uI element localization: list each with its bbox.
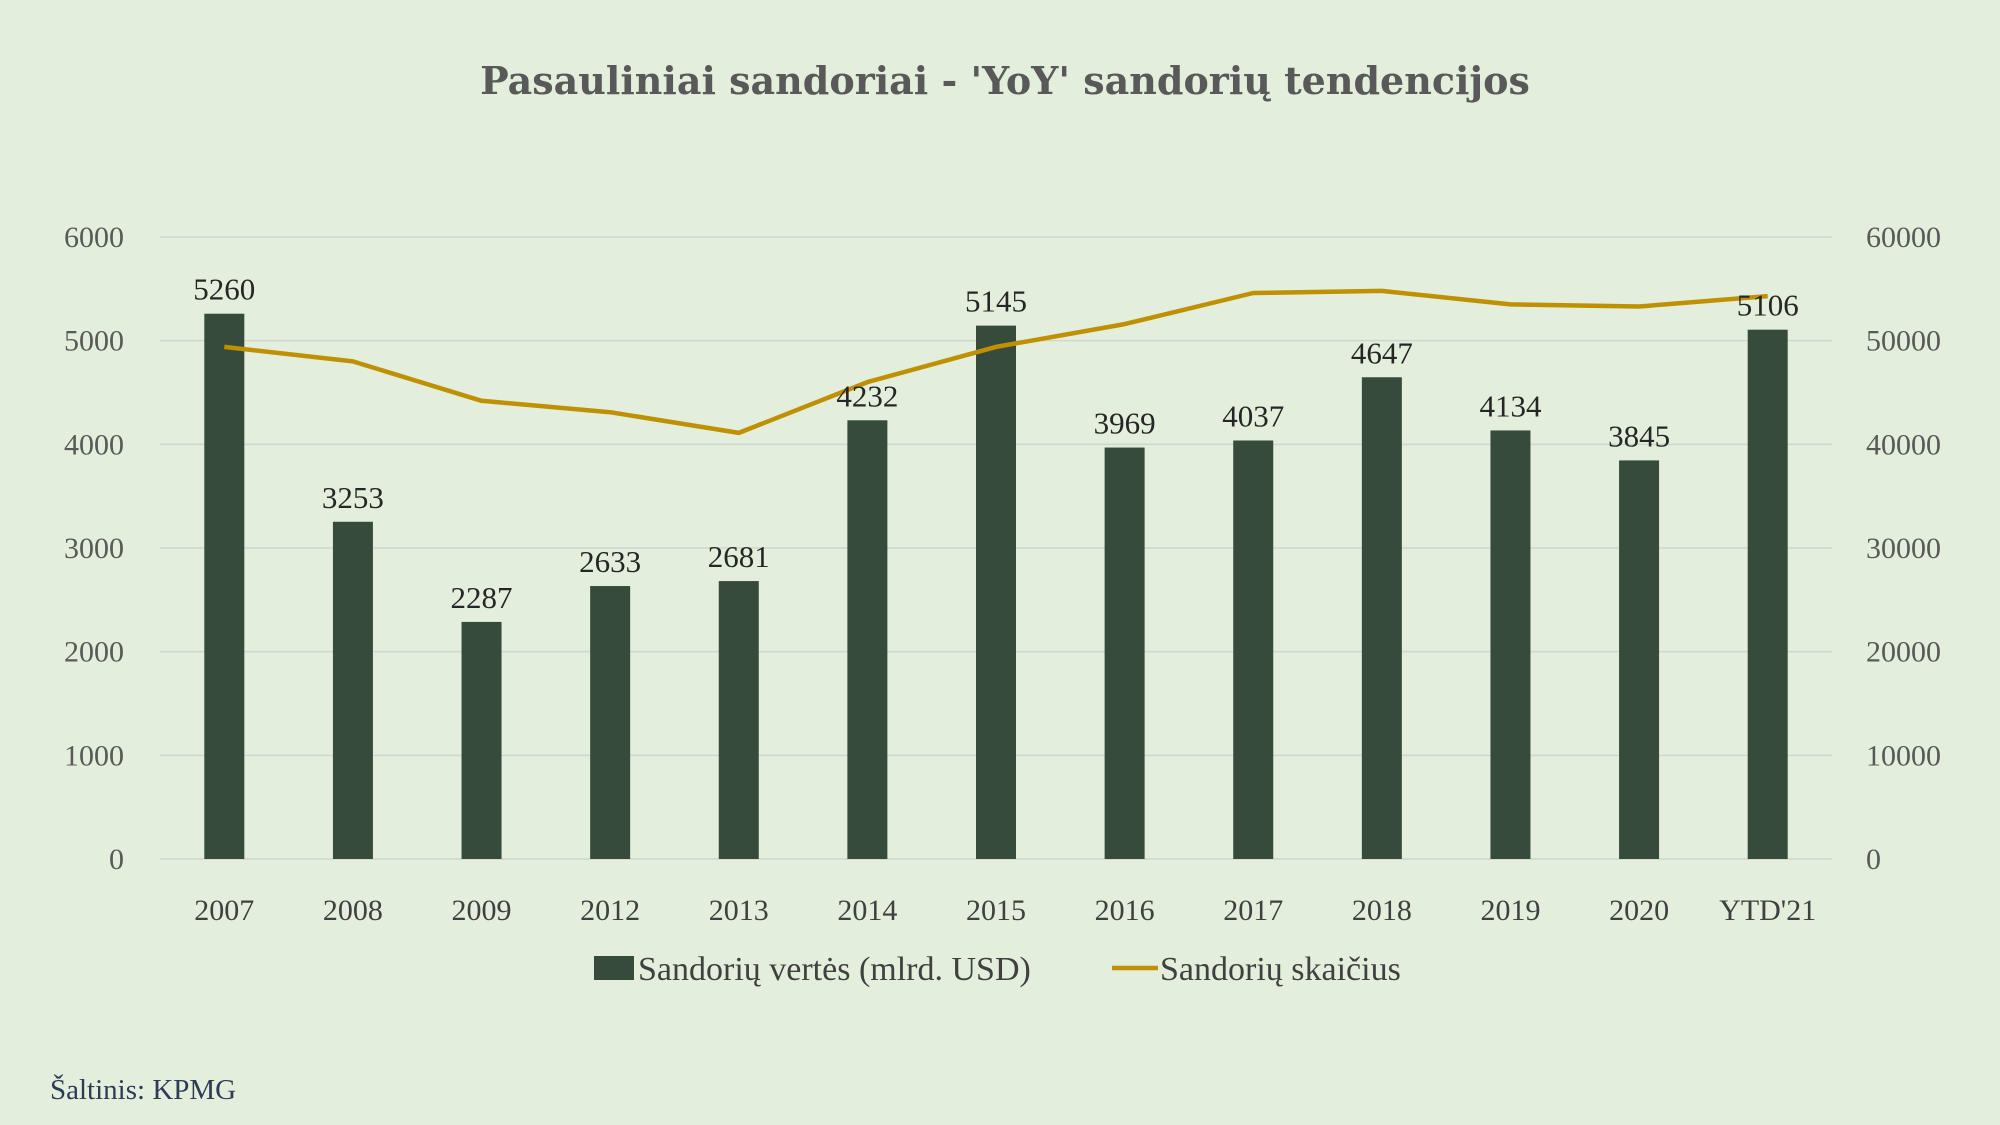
left-tick-label: 1000 [64, 739, 124, 772]
right-tick-label: 20000 [1866, 636, 1941, 669]
data-label: 4232 [836, 378, 898, 413]
bar [1747, 329, 1788, 860]
data-label: 5145 [965, 284, 1027, 319]
x-tick-label: 2009 [452, 894, 512, 927]
right-tick-label: 0 [1866, 843, 1881, 876]
bar [1233, 440, 1274, 859]
data-label: 4037 [1222, 398, 1284, 433]
data-label: 5106 [1737, 288, 1799, 323]
legend: Sandorių vertės (mlrd. USD) Sandorių skai… [594, 951, 1401, 988]
x-tick-label: 2018 [1352, 894, 1412, 927]
data-label: 3969 [1094, 406, 1156, 441]
x-tick-label: 2017 [1223, 894, 1283, 927]
bar [461, 621, 502, 859]
x-tick-label: 2008 [323, 894, 383, 927]
data-label: 5260 [193, 272, 255, 307]
legend-swatch-bars [594, 956, 634, 980]
bar [590, 586, 631, 859]
chart-title: Pasauliniai sandoriai - 'YoY' sandorių t… [480, 58, 1530, 103]
x-tick-label: 2019 [1480, 894, 1540, 927]
left-tick-label: 3000 [64, 532, 124, 565]
x-tick-label: 2012 [580, 894, 640, 927]
data-label: 4134 [1479, 388, 1542, 423]
x-tick-label: 2014 [837, 894, 897, 927]
bar [847, 420, 888, 859]
data-label: 3845 [1608, 418, 1670, 453]
data-labels: 5260 3253 2287 2633 2681 4232 5145 3969 4037 4647… [193, 272, 1798, 615]
right-tick-label: 10000 [1866, 739, 1941, 772]
data-label: 3253 [322, 480, 384, 515]
x-tick-label: 2013 [709, 894, 769, 927]
data-label: 2633 [579, 544, 641, 579]
right-axis: 0 10000 20000 30000 40000 50000 60000 [1866, 221, 1941, 876]
left-tick-label: 5000 [64, 325, 124, 358]
right-tick-label: 50000 [1866, 325, 1941, 358]
data-label: 2681 [708, 539, 770, 574]
bar [1619, 460, 1660, 859]
bar [976, 325, 1016, 859]
right-tick-label: 40000 [1866, 428, 1941, 461]
right-tick-label: 60000 [1866, 221, 1941, 254]
left-tick-label: 4000 [64, 428, 124, 461]
line-series-path [224, 288, 1768, 436]
x-tick-label: YTD'21 [1719, 894, 1816, 927]
bar [1361, 377, 1402, 859]
bar [1104, 447, 1145, 859]
left-tick-label: 6000 [64, 221, 124, 254]
bar [204, 313, 245, 859]
x-axis: 2007 2008 2009 2012 2013 2014 2015 2016 2017 2018… [194, 894, 1816, 927]
source-note: Šaltinis: KPMG [50, 1073, 236, 1106]
legend-label-bars: Sandorių vertės (mlrd. USD) [638, 951, 1031, 988]
x-tick-label: 2007 [194, 894, 254, 927]
legend-label-line: Sandorių skaičius [1160, 951, 1401, 988]
bar [332, 521, 373, 859]
bar [718, 581, 759, 859]
bar [1490, 430, 1531, 859]
data-label: 2287 [451, 580, 513, 615]
line-series [224, 288, 1768, 436]
x-tick-label: 2016 [1095, 894, 1155, 927]
right-tick-label: 30000 [1866, 532, 1941, 565]
left-tick-label: 2000 [64, 636, 124, 669]
data-label: 4647 [1351, 335, 1413, 370]
x-tick-label: 2020 [1609, 894, 1669, 927]
left-tick-label: 0 [109, 843, 124, 876]
bar-series [204, 313, 1788, 860]
x-tick-label: 2015 [966, 894, 1026, 927]
left-axis: 0 1000 2000 3000 4000 5000 6000 [64, 221, 124, 876]
